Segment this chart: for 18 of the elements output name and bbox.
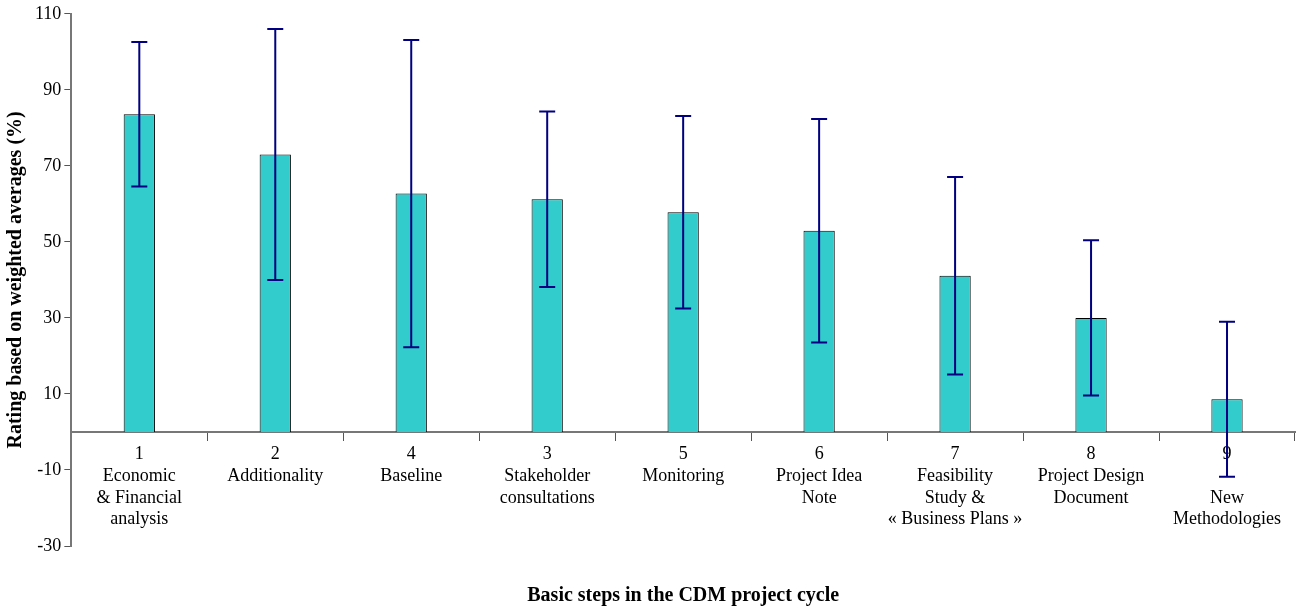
x-tick-label: 2 Additionality <box>227 443 324 486</box>
x-tick-label: 3 Stakeholder consultations <box>499 443 595 507</box>
y-tick-label: -30 <box>37 534 62 555</box>
x-tick-label: 1 Economic & Financial analysis <box>96 443 183 529</box>
y-tick-label: 70 <box>43 154 62 175</box>
y-axis-title: Rating based on weighted averages (%) <box>3 111 27 449</box>
y-tick-label: 10 <box>43 382 62 403</box>
x-tick-label: 7 Feasibility Study & « Business Plans » <box>887 443 1023 529</box>
x-tick-label: 6 Project Idea Note <box>775 443 863 507</box>
x-axis-title: Basic steps in the CDM project cycle <box>527 583 840 607</box>
x-tick-label: 8 Project Design Document <box>1037 443 1145 507</box>
y-tick-label: 90 <box>43 78 62 99</box>
y-tick-label: 110 <box>34 2 62 23</box>
x-tick-label: 5 Monitoring <box>642 443 725 486</box>
y-tick-label: 30 <box>43 306 62 327</box>
y-tick-label: 50 <box>43 230 62 251</box>
x-tick-label: 4 Baseline <box>380 443 443 486</box>
y-tick-label: -10 <box>37 458 62 479</box>
